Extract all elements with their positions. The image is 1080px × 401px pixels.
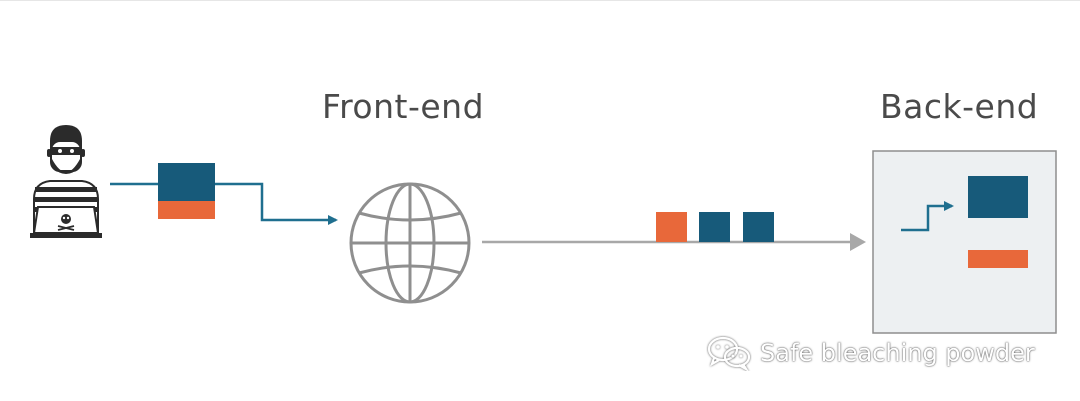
request-payload-block	[158, 163, 215, 219]
packet-blue-1	[699, 212, 730, 242]
back-end-label: Back-end	[880, 87, 1039, 126]
front-end-label: Front-end	[322, 87, 485, 126]
wechat-icon	[707, 336, 751, 371]
watermark-text: Safe bleaching powder	[760, 339, 1035, 367]
watermark: Safe bleaching powder	[706, 333, 1035, 373]
forward-arrowhead	[850, 233, 866, 251]
backend-blue-block	[968, 176, 1028, 218]
globe-icon	[349, 182, 471, 304]
backend-panel	[872, 150, 1057, 334]
packet-orange	[656, 212, 687, 242]
backend-orange-block	[968, 250, 1028, 268]
request-arrow	[110, 182, 338, 225]
backend-step-arrow	[901, 201, 954, 232]
hacker-icon	[30, 125, 102, 238]
packet-blue-2	[743, 212, 774, 242]
